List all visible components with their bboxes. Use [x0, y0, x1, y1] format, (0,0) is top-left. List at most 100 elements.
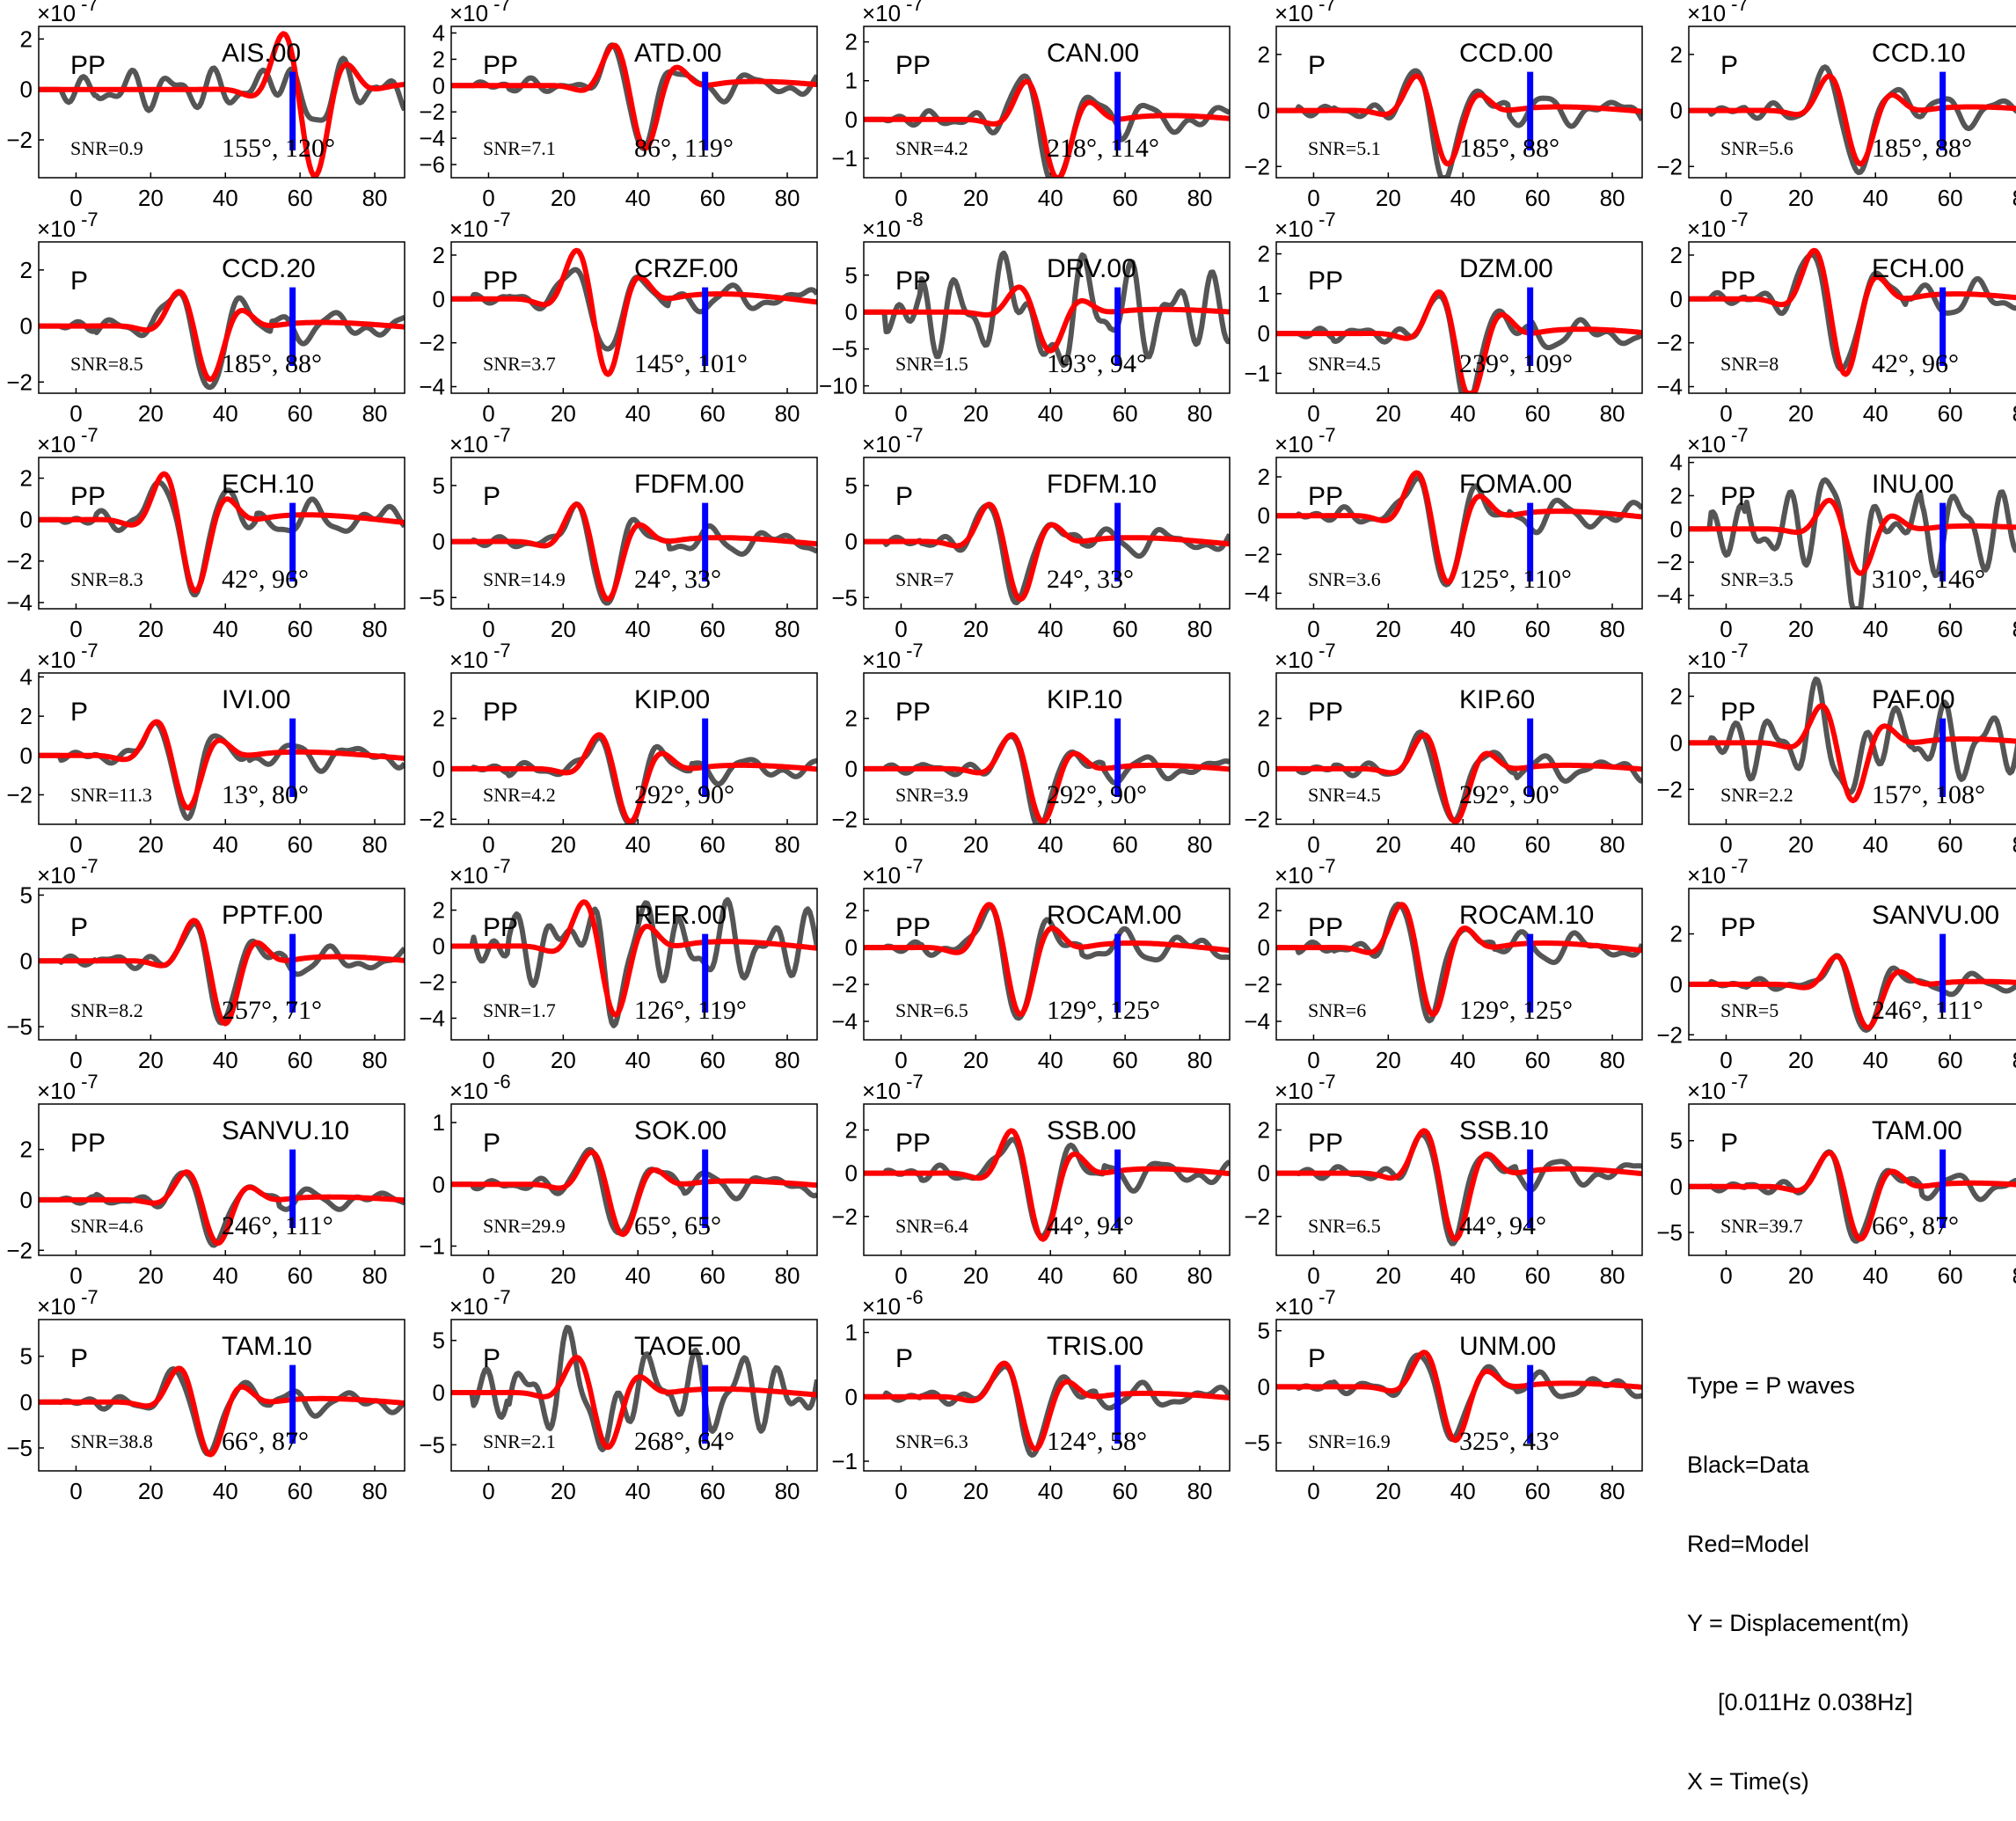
x-tick-label: 80 [1187, 1478, 1213, 1504]
x-tick-label: 80 [2012, 831, 2016, 858]
data-series [39, 479, 405, 597]
x-tick-label: 40 [213, 1262, 238, 1289]
model-series [451, 42, 817, 151]
x-tick-label: 60 [1113, 1478, 1138, 1504]
station-label: SSB.00 [1047, 1116, 1136, 1145]
x-tick-label: 20 [551, 1478, 576, 1504]
x-tick-label: 40 [1450, 400, 1476, 427]
x-tick-label: 0 [1307, 1047, 1319, 1073]
y-tick-label: −4 [1244, 1008, 1270, 1035]
y-tick-label: 0 [1670, 971, 1683, 998]
y-tick-label: −4 [831, 1008, 858, 1035]
y-tick-label: 2 [20, 703, 33, 729]
angles-label: 292°, 90° [1047, 780, 1147, 809]
y-tick-label: −5 [6, 1013, 33, 1040]
x-tick-label: 60 [700, 1262, 726, 1289]
x-tick-label: 40 [1038, 185, 1063, 211]
x-tick-label: 60 [1525, 616, 1551, 642]
y-tick-label: −1 [831, 1448, 858, 1474]
angles-label: 292°, 90° [1459, 780, 1559, 809]
x-tick-label: 0 [482, 831, 494, 858]
x-tick-label: 40 [625, 185, 651, 211]
station-label: SANVU.10 [222, 1116, 349, 1145]
y-tick-label: −5 [831, 584, 858, 611]
y-tick-label: 1 [433, 1109, 445, 1136]
angles-label: 13°, 80° [222, 780, 309, 809]
angles-label: 325°, 43° [1459, 1427, 1559, 1456]
y-tick-label: 0 [20, 1187, 33, 1213]
x-tick-label: 80 [1600, 616, 1625, 642]
x-tick-label: 60 [288, 616, 313, 642]
x-tick-label: 0 [69, 831, 82, 858]
x-tick-label: 60 [1113, 400, 1138, 427]
station-label: TAOE.00 [634, 1332, 741, 1361]
plot-frame [38, 1319, 405, 1472]
station-label: TAM.10 [222, 1332, 312, 1361]
y-tick-label: 5 [20, 1343, 33, 1370]
y-tick-label: 1 [1258, 281, 1270, 307]
x-tick-label: 40 [1450, 1262, 1476, 1289]
angles-label: 246°, 111° [1872, 996, 1983, 1025]
angles-label: 129°, 125° [1459, 996, 1573, 1025]
y-tick-label: 0 [1258, 1373, 1270, 1400]
y-tick-label: −5 [6, 1435, 33, 1461]
data-series [1689, 676, 2016, 795]
y-tick-label: −2 [1244, 541, 1270, 567]
snr-label: SNR=3.7 [483, 353, 556, 375]
x-tick-label: 20 [963, 616, 989, 642]
exponent-label: ×10 -7 [1275, 640, 1336, 673]
x-tick-label: 20 [138, 1478, 164, 1504]
panel-DZM-00: ×10 -72 1 0 −1 0 20 40 60 80 PP DZM.00 SNR=4.5 239°, … [1244, 208, 1643, 427]
x-tick-label: 0 [1720, 1047, 1732, 1073]
legend-xaxis: X = Time(s) [1687, 1768, 1809, 1795]
y-tick-label: 2 [845, 29, 858, 55]
x-tick-label: 0 [895, 1262, 907, 1289]
x-tick-label: 60 [700, 831, 726, 858]
x-tick-label: 0 [482, 185, 494, 211]
x-tick-label: 60 [1113, 1047, 1138, 1073]
x-tick-label: 40 [1450, 831, 1476, 858]
station-label: KIP.00 [634, 685, 710, 714]
x-tick-label: 40 [1038, 1047, 1063, 1073]
curves [39, 31, 405, 178]
x-tick-label: 0 [895, 400, 907, 427]
x-tick-label: 80 [775, 1262, 800, 1289]
x-tick-label: 40 [213, 400, 238, 427]
x-tick-label: 60 [700, 185, 726, 211]
angles-label: 292°, 90° [634, 780, 734, 809]
curves [451, 1146, 817, 1238]
exponent-label: ×10 -7 [862, 640, 924, 673]
x-tick-label: 0 [69, 1478, 82, 1504]
x-tick-label: 0 [895, 1047, 907, 1073]
snr-label: SNR=14.9 [483, 568, 566, 590]
angles-label: 126°, 119° [634, 996, 747, 1025]
x-tick-label: 80 [2012, 400, 2016, 427]
plot-frame [450, 888, 818, 1041]
model-series [39, 471, 405, 594]
snr-label: SNR=11.3 [70, 784, 152, 806]
x-tick-label: 80 [1600, 1262, 1625, 1289]
x-tick-label: 40 [213, 1478, 238, 1504]
x-tick-label: 0 [69, 616, 82, 642]
y-tick-label: −6 [419, 151, 445, 178]
x-tick-label: 20 [1376, 1478, 1401, 1504]
y-tick-label: −2 [419, 330, 445, 356]
y-tick-label: 5 [845, 472, 858, 499]
x-tick-label: 60 [1525, 1047, 1551, 1073]
y-tick-label: −2 [1244, 153, 1270, 179]
snr-label: SNR=7 [895, 568, 953, 590]
phase-label: PP [895, 51, 931, 80]
snr-label: SNR=1.5 [895, 353, 968, 375]
plot-frame [38, 888, 405, 1041]
snr-label: SNR=38.8 [70, 1430, 153, 1452]
y-tick-label: 0 [845, 1160, 858, 1187]
phase-label: PP [1720, 267, 1756, 296]
model-series [1276, 1128, 1642, 1242]
x-tick-label: 0 [895, 185, 907, 211]
y-tick-label: 2 [845, 897, 858, 924]
x-tick-label: 80 [775, 400, 800, 427]
station-label: KIP.10 [1047, 685, 1122, 714]
